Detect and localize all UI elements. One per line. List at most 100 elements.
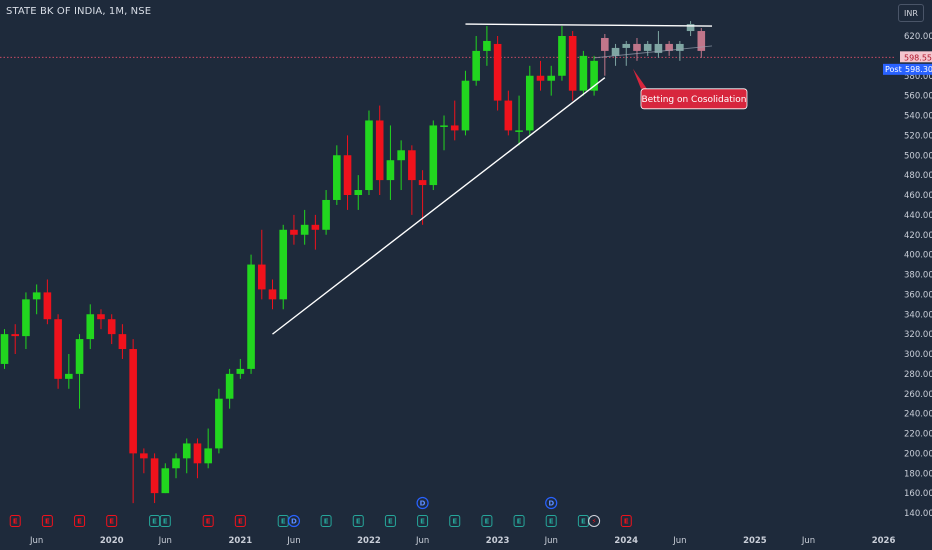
x-tick-label: Jun [544, 536, 558, 546]
chart-title: STATE BK OF INDIA, 1M, NSE [6, 6, 152, 17]
y-tick-label: 620.00 [904, 32, 932, 42]
earnings-event: E [545, 515, 557, 527]
dividend-marker [545, 496, 558, 510]
earnings-letter: E [77, 518, 82, 526]
currency-button[interactable]: INR [898, 4, 924, 22]
candle [161, 463, 170, 494]
earnings-event: E [106, 515, 118, 527]
candle [333, 145, 341, 205]
earnings-letter: E [324, 518, 329, 526]
candle-body [140, 453, 148, 459]
candle [118, 324, 127, 359]
earnings-event: E [320, 515, 332, 527]
earnings-letter: E [356, 518, 361, 526]
post-market-tag: Post 598.30 [883, 63, 932, 75]
dividend-event: D [416, 496, 429, 510]
candle-body [54, 319, 62, 379]
earnings-event: E [9, 515, 21, 527]
x-tick-label: Jun [672, 536, 686, 546]
annotation-pointer [632, 68, 647, 89]
candle [343, 135, 352, 210]
earnings-letter: E [152, 518, 157, 526]
candle-body [268, 289, 277, 300]
dividend-letter: D [420, 500, 426, 508]
candle [268, 279, 277, 310]
candle [568, 31, 577, 101]
candle-body [257, 264, 266, 290]
y-tick-label: 380.00 [904, 271, 932, 281]
earnings-letter: E [163, 518, 168, 526]
candle-body [643, 43, 652, 51]
last-price-tag: 598.55 [900, 51, 932, 63]
earnings-marker [417, 515, 429, 527]
candle-body [450, 125, 459, 131]
candle-body [182, 443, 191, 459]
y-tick-label: 560.00 [904, 92, 932, 102]
annotation-callout: Betting on Cosolidation [632, 68, 748, 110]
x-tick-label: 2026 [872, 536, 896, 546]
candle [204, 428, 212, 469]
candle [697, 28, 706, 58]
candle [225, 368, 234, 409]
dividend-letter: D [291, 518, 297, 526]
candle [633, 37, 641, 61]
candle [290, 214, 298, 245]
candle-body [225, 373, 234, 399]
earnings-marker [384, 515, 396, 527]
post-price-box [903, 63, 932, 75]
candle-body [118, 334, 127, 350]
y-tick-label: 360.00 [904, 290, 932, 300]
candle-body [322, 199, 330, 230]
annotation-box [640, 88, 748, 110]
candle-body [676, 43, 684, 51]
y-tick-label: 140.00 [904, 509, 932, 519]
candle [279, 224, 288, 310]
earnings-marker [149, 515, 161, 527]
candle-body [247, 264, 255, 369]
candle-body [333, 155, 341, 200]
earnings-event: E [417, 515, 429, 527]
x-tick-label: Jun [801, 536, 815, 546]
earnings-event: E [202, 515, 214, 527]
earnings-marker [320, 515, 332, 527]
dividend-letter: D [548, 500, 554, 508]
y-tick-label: 400.00 [904, 251, 932, 261]
earnings-letter: E [517, 518, 522, 526]
candle-body [11, 334, 20, 337]
candle [172, 453, 180, 479]
earnings-letter: E [549, 518, 554, 526]
split-marker [588, 515, 601, 527]
candle-body [536, 75, 545, 81]
candle-body [483, 40, 491, 51]
candle [461, 70, 470, 136]
y-tick-label: 480.00 [904, 171, 932, 181]
candle [558, 26, 566, 81]
post-prefix-box [883, 63, 903, 75]
earnings-letter: E [238, 518, 243, 526]
dividend-event: D [287, 514, 301, 528]
earnings-letter: E [624, 518, 629, 526]
candle [611, 43, 620, 66]
earnings-event: E [234, 515, 246, 527]
candle [408, 145, 416, 215]
candle-body [193, 443, 202, 464]
candle [11, 324, 20, 354]
candle [43, 279, 52, 325]
earnings-marker [449, 515, 461, 527]
y-tick-label: 500.00 [904, 151, 932, 161]
candle-body [97, 314, 105, 320]
candle [622, 40, 631, 66]
post-price-label: 598.30 [905, 65, 932, 74]
candle-body [279, 229, 288, 300]
trendline [272, 77, 606, 335]
candle [493, 36, 502, 111]
x-tick-label: Jun [158, 536, 172, 546]
earnings-event: E [159, 515, 171, 527]
candle-body [611, 47, 620, 56]
earnings-event: E [74, 515, 86, 527]
candle-body [0, 334, 9, 364]
earnings-letter: E [388, 518, 393, 526]
candle [643, 40, 652, 56]
annotation-text: Betting on Cosolidation [641, 95, 746, 105]
